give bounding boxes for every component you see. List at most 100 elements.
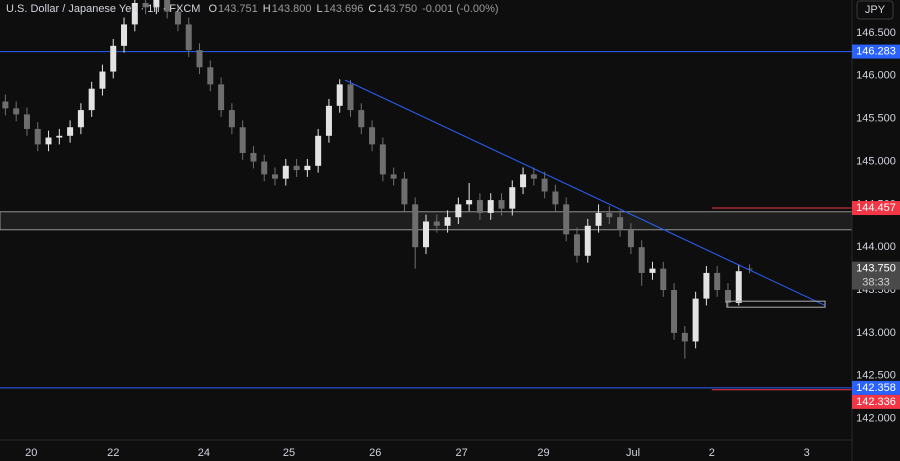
- candle-body: [250, 152, 257, 162]
- candle-body: [498, 200, 505, 209]
- candle-body: [304, 165, 311, 171]
- ohlc-value: 143.751: [218, 3, 258, 15]
- candle-body: [379, 144, 386, 175]
- y-tick-label: 142.000: [856, 412, 896, 424]
- plot-area: [0, 0, 852, 391]
- candle-body: [573, 234, 580, 256]
- candle-body: [552, 191, 559, 205]
- candle-body: [724, 290, 731, 303]
- candle-body: [703, 272, 710, 299]
- x-tick-label: 25: [283, 447, 295, 459]
- candle-body: [293, 165, 300, 171]
- range-box: [726, 300, 826, 308]
- price-label: 142.358: [856, 382, 896, 394]
- candle-body: [56, 135, 63, 138]
- price-label: 142.336: [856, 396, 896, 408]
- y-tick-label: 146.000: [856, 70, 896, 82]
- candle-body: [412, 204, 419, 248]
- candle-body: [714, 272, 721, 291]
- candle-body: [2, 101, 9, 109]
- ohlc-key: H: [263, 3, 271, 15]
- candle-body: [606, 212, 613, 218]
- candle-body: [45, 137, 52, 145]
- candle-body: [23, 114, 30, 129]
- candle-body: [520, 174, 527, 188]
- candle-body: [476, 200, 483, 213]
- ohlc-value: 143.750: [377, 3, 417, 15]
- candle-body: [369, 127, 376, 145]
- candle-body: [228, 110, 235, 128]
- candle-body: [509, 187, 516, 209]
- price-label-bg: [852, 394, 900, 409]
- y-tick-label: 145.500: [856, 113, 896, 125]
- candle-body: [88, 88, 95, 111]
- x-tick-label: 29: [537, 447, 549, 459]
- price-label-bg: [852, 44, 900, 59]
- candle-body: [660, 268, 667, 291]
- x-tick-label: 20: [25, 447, 37, 459]
- candle-body: [735, 271, 742, 303]
- candle-body: [692, 298, 699, 342]
- candle-body: [67, 127, 74, 136]
- candle-body: [347, 84, 354, 111]
- trendline: [344, 79, 826, 306]
- candle-body: [530, 174, 537, 179]
- y-tick-label: 146.500: [856, 27, 896, 39]
- currency[interactable]: JPY: [865, 4, 886, 16]
- x-tick-label: 26: [369, 447, 381, 459]
- candle-body: [34, 128, 41, 145]
- candle-body: [207, 67, 214, 85]
- candle-body: [315, 135, 322, 166]
- candle-body: [110, 45, 117, 72]
- candle-body: [455, 204, 462, 218]
- ohlc-key: O: [208, 3, 217, 15]
- candle-body: [617, 217, 624, 231]
- x-tick-label: 27: [455, 447, 467, 459]
- candle-body: [638, 247, 645, 273]
- x-tick-label: Jul: [626, 447, 640, 459]
- candle-body: [174, 11, 181, 25]
- price-label-bg: [852, 201, 900, 216]
- candle-body: [466, 200, 473, 205]
- currency-button[interactable]: [856, 0, 894, 20]
- candle-body: [390, 174, 397, 179]
- ohlc-key: L: [316, 3, 322, 15]
- candle-body: [358, 110, 365, 128]
- candle-body: [444, 217, 451, 226]
- price-label-bg: [852, 261, 900, 290]
- y-tick-label: 143.000: [856, 327, 896, 339]
- candle-body: [99, 71, 106, 89]
- y-tick-label: 142.500: [856, 370, 896, 382]
- price-label-bg: [852, 380, 900, 395]
- y-tick-label: 144.000: [856, 241, 896, 253]
- candle-body: [671, 290, 678, 333]
- candle-body: [153, 0, 160, 8]
- candle-body: [164, 0, 171, 12]
- candle-body: [563, 204, 570, 235]
- symbol-title: U.S. Dollar / Japanese Yen · 1h · FXCM: [6, 3, 200, 15]
- candle-body: [325, 105, 332, 136]
- candle-body: [131, 2, 138, 25]
- candle-body: [487, 200, 494, 213]
- ohlc-key: C: [368, 3, 376, 15]
- candle-body: [336, 84, 343, 106]
- ohlc-value: 143.800: [272, 3, 312, 15]
- countdown: 38:33: [862, 277, 890, 289]
- y-tick-label: 145.000: [856, 155, 896, 167]
- price-label: 144.457: [856, 202, 896, 214]
- ohlc-value: 143.696: [324, 3, 364, 15]
- candle-body: [681, 332, 688, 342]
- candle-body: [185, 24, 192, 51]
- price-label: 146.283: [856, 45, 896, 57]
- price-label: 143.750: [856, 263, 896, 275]
- candle-body: [218, 84, 225, 111]
- candle-body: [196, 50, 203, 68]
- candle-body: [239, 127, 246, 153]
- candle-body: [142, 2, 149, 8]
- candle-body: [433, 221, 440, 226]
- change: -0.001 (-0.00%): [422, 3, 498, 15]
- candle-body: [423, 221, 429, 248]
